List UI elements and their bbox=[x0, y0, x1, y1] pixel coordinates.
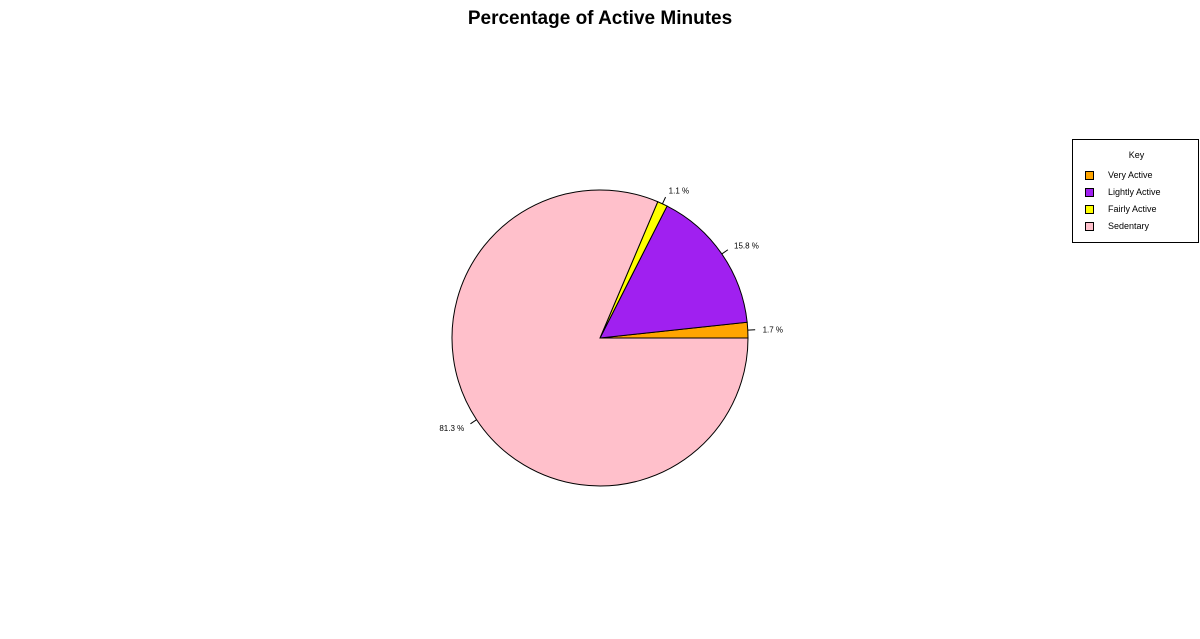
pie-slice-sedentary bbox=[451, 189, 749, 487]
legend: Key Very Active Lightly Active Fairly Acti… bbox=[1072, 139, 1199, 243]
label-tick-sedentary bbox=[470, 419, 477, 425]
legend-swatch bbox=[1085, 170, 1094, 180]
pie-label-sedentary: 81.3 % bbox=[439, 424, 464, 433]
legend-label: Fairly Active bbox=[1108, 204, 1157, 214]
pie-label-very-active: 1.7 % bbox=[763, 325, 783, 334]
legend-label: Very Active bbox=[1108, 170, 1153, 180]
label-tick-fairly-active bbox=[661, 196, 667, 205]
pie-slice-lightly-active bbox=[599, 205, 748, 339]
pie-slices bbox=[451, 189, 749, 487]
legend-label: Sedentary bbox=[1108, 221, 1150, 231]
legend-title: Key bbox=[1128, 150, 1145, 160]
legend-item-sedentary: Sedentary bbox=[1085, 220, 1149, 232]
pie-label-fairly-active: 1.1 % bbox=[669, 186, 689, 195]
label-tick-lightly-active bbox=[721, 249, 729, 255]
legend-label: Lightly Active bbox=[1108, 187, 1161, 197]
pie-label-lightly-active: 15.8 % bbox=[734, 242, 759, 251]
legend-swatch bbox=[1085, 204, 1094, 214]
pie-labels: 1.7 % 15.8 % 1.1 % 81.3 % bbox=[439, 186, 783, 432]
legend-item-very-active: Very Active bbox=[1085, 169, 1153, 181]
legend-swatch bbox=[1085, 187, 1094, 197]
chart-title: Percentage of Active Minutes bbox=[467, 8, 733, 29]
legend-item-lightly-active: Lightly Active bbox=[1085, 186, 1161, 198]
legend-item-fairly-active: Fairly Active bbox=[1085, 203, 1157, 215]
legend-swatch bbox=[1085, 221, 1094, 231]
